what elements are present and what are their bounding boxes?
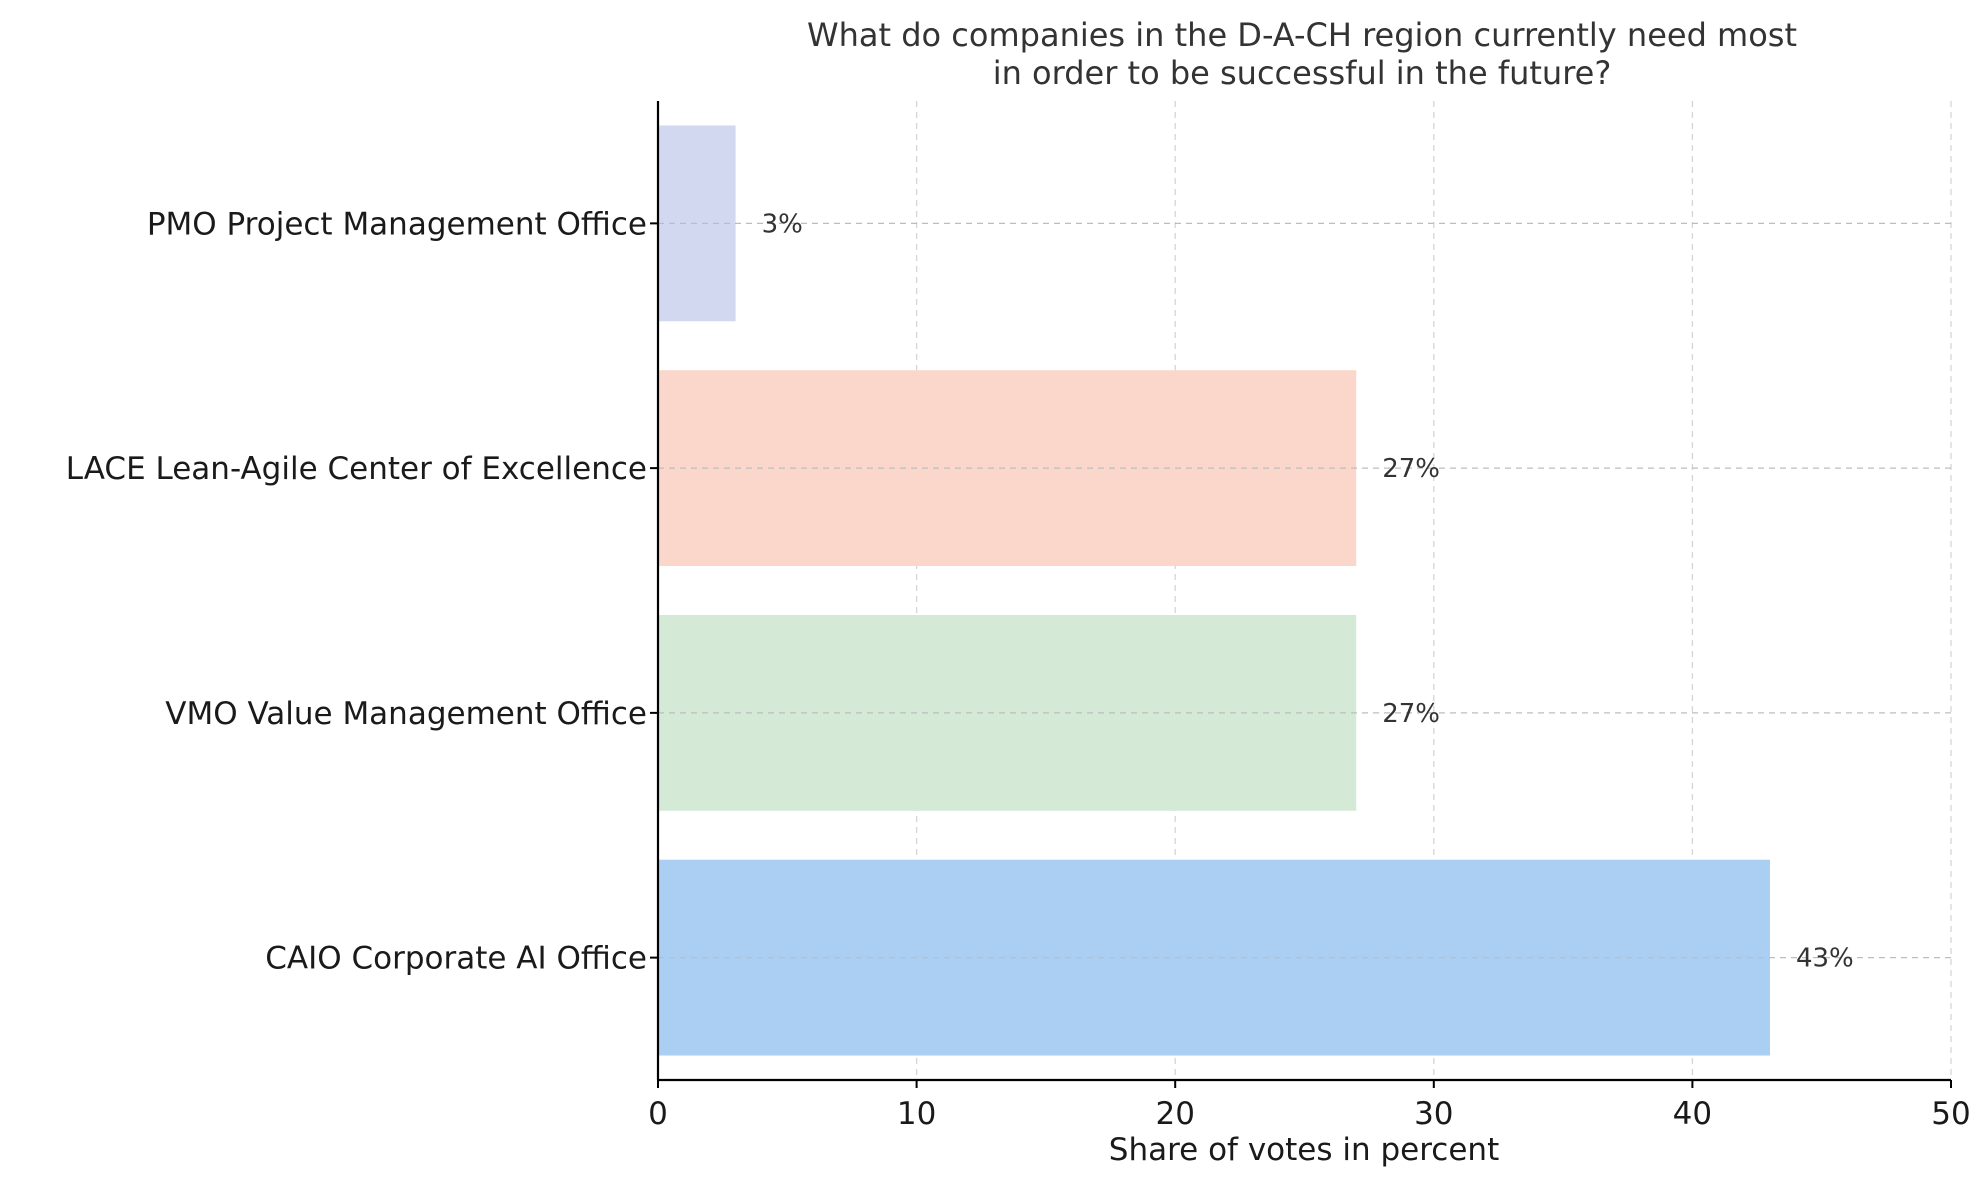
chart-title: What do companies in the D-A-CH region c… — [807, 16, 1797, 92]
y-gridlines — [658, 222, 1951, 959]
chart-title-line-2: in order to be successful in the future? — [993, 54, 1612, 92]
x-axis-ticks: 0 10 20 30 40 50 — [648, 1080, 1971, 1132]
x-tick-label: 20 — [1155, 1096, 1194, 1132]
value-label: 43% — [1796, 944, 1854, 974]
x-tick-label: 0 — [648, 1096, 668, 1132]
category-label: LACE Lean-Agile Center of Excellence — [66, 451, 647, 487]
chart-title-line-1: What do companies in the D-A-CH region c… — [807, 16, 1797, 54]
bar — [658, 370, 1357, 567]
x-tick-label: 30 — [1414, 1096, 1453, 1132]
bars — [658, 125, 1770, 1056]
x-tick-label: 10 — [897, 1096, 936, 1132]
category-label: PMO Project Management Office — [147, 206, 647, 242]
value-label: 3% — [762, 209, 803, 239]
value-label: 27% — [1382, 699, 1440, 729]
x-axis-title: Share of votes in percent — [1109, 1132, 1499, 1168]
category-label: CAIO Corporate AI Office — [265, 941, 647, 977]
value-label: 27% — [1382, 454, 1440, 484]
bar — [658, 614, 1357, 811]
value-labels: 3% 27% 27% 43% — [762, 209, 1854, 973]
x-tick-label: 50 — [1931, 1096, 1970, 1132]
category-labels: PMO Project Management Office LACE Lean-A… — [66, 206, 658, 977]
category-label: VMO Value Management Office — [165, 696, 647, 732]
x-tick-label: 40 — [1673, 1096, 1712, 1132]
